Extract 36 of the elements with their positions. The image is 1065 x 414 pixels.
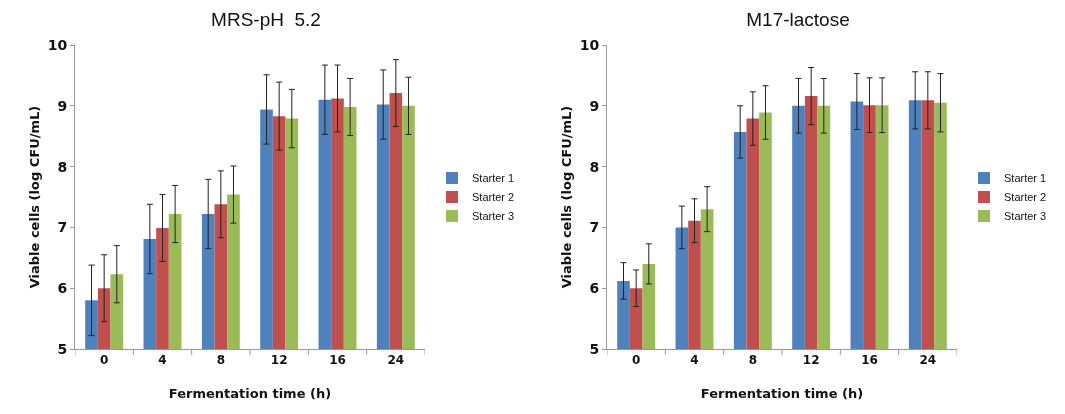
y-tick-label: 6 bbox=[589, 280, 600, 297]
x-tick-label: 4 bbox=[690, 353, 699, 368]
x-axis-title: Fermentation time (h) bbox=[700, 386, 864, 401]
legend-label: Starter 2 bbox=[472, 191, 515, 204]
y-axis-title: Viable cells (log CFU/mL) bbox=[27, 105, 42, 289]
x-axis-title: Fermentation time (h) bbox=[168, 386, 332, 401]
x-tick-label: 0 bbox=[631, 353, 641, 368]
x-tick-label: 12 bbox=[802, 353, 820, 368]
y-tick-label: 5 bbox=[589, 340, 600, 357]
x-tick-label: 8 bbox=[216, 353, 226, 368]
chart-title: M17-lactose bbox=[746, 8, 850, 30]
y-axis-title: Viable cells (log CFU/mL) bbox=[559, 105, 574, 289]
x-tick-label: 8 bbox=[748, 353, 758, 368]
y-tick-label: 6 bbox=[57, 280, 68, 297]
x-tick-label: 4 bbox=[158, 353, 167, 368]
legend-label: Starter 1 bbox=[472, 172, 515, 185]
x-tick-label: 16 bbox=[861, 353, 878, 368]
y-tick-label: 9 bbox=[589, 97, 600, 114]
x-tick-label: 24 bbox=[387, 353, 405, 368]
x-tick-label: 12 bbox=[270, 353, 288, 368]
legend-label: Starter 1 bbox=[1004, 172, 1047, 185]
y-tick-label: 7 bbox=[589, 219, 600, 236]
legend-label: Starter 3 bbox=[472, 210, 515, 223]
x-tick-label: 0 bbox=[99, 353, 109, 368]
x-tick-label: 16 bbox=[329, 353, 346, 368]
y-tick-label: 5 bbox=[57, 340, 68, 357]
x-tick-label: 24 bbox=[919, 353, 937, 368]
y-tick-label: 7 bbox=[57, 219, 68, 236]
legend-label: Starter 3 bbox=[1004, 210, 1047, 223]
y-tick-label: 9 bbox=[57, 97, 68, 114]
chart-title: MRS-pH 5.2 bbox=[211, 8, 321, 30]
y-tick-label: 8 bbox=[57, 158, 68, 175]
legend-label: Starter 2 bbox=[1004, 191, 1047, 204]
y-tick-label: 8 bbox=[589, 158, 600, 175]
y-tick-label: 10 bbox=[579, 36, 600, 53]
y-tick-label: 10 bbox=[47, 36, 68, 53]
